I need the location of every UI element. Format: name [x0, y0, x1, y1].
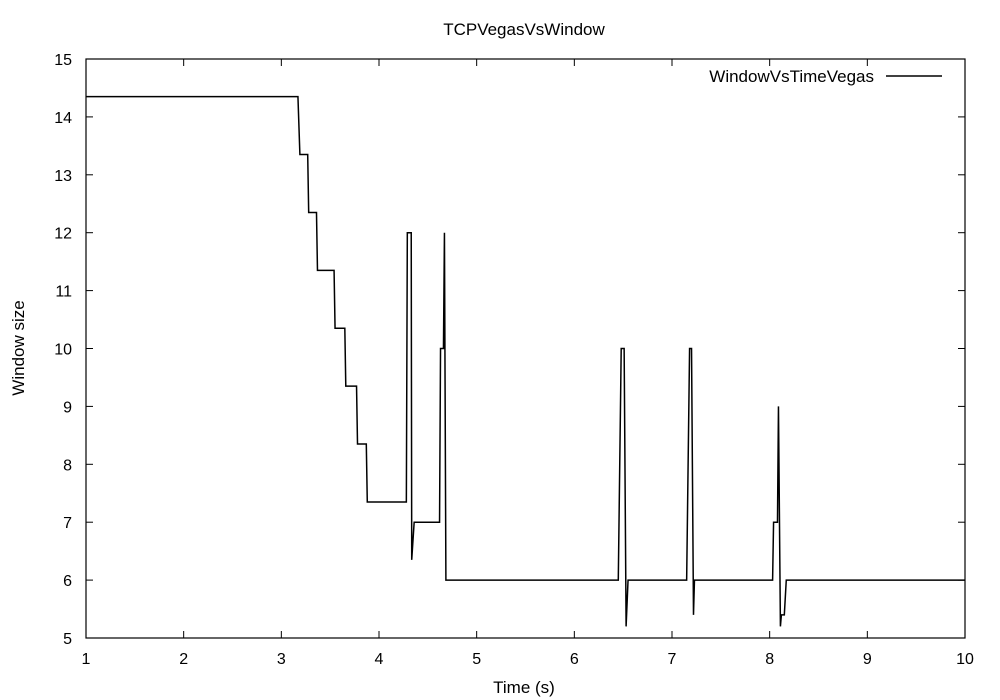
x-tick-label: 4: [375, 651, 384, 668]
y-tick-label: 8: [63, 457, 72, 474]
series-line-windowvstimevegas: [86, 95, 965, 627]
legend-label: WindowVsTimeVegas: [709, 67, 874, 86]
x-tick-label: 1: [82, 651, 91, 668]
y-axis-label: Window size: [9, 300, 28, 395]
x-tick-label: 3: [277, 651, 286, 668]
x-tick-label: 6: [570, 651, 579, 668]
legend: WindowVsTimeVegas: [709, 67, 942, 86]
x-tick-label: 7: [668, 651, 677, 668]
y-tick-label: 10: [54, 342, 72, 359]
x-tick-label: 5: [472, 651, 481, 668]
y-tick-label: 9: [63, 399, 72, 416]
plot-frame: [85, 58, 966, 639]
y-tick-label: 15: [54, 52, 72, 69]
y-tick-label: 14: [54, 110, 72, 127]
y-tick-label: 7: [63, 515, 72, 532]
x-tick-label: 2: [179, 651, 188, 668]
chart-title: TCPVegasVsWindow: [443, 20, 605, 39]
x-axis-label: Time (s): [493, 678, 555, 697]
y-tick-label: 6: [63, 573, 72, 590]
y-tick-label: 13: [54, 168, 72, 185]
x-tick-label: 10: [956, 651, 974, 668]
y-tick-label: 11: [55, 284, 72, 301]
y-tick-label: 5: [63, 631, 72, 648]
x-tick-label: 9: [863, 651, 872, 668]
x-tick-label: 8: [765, 651, 774, 668]
y-tick-label: 12: [54, 226, 72, 243]
